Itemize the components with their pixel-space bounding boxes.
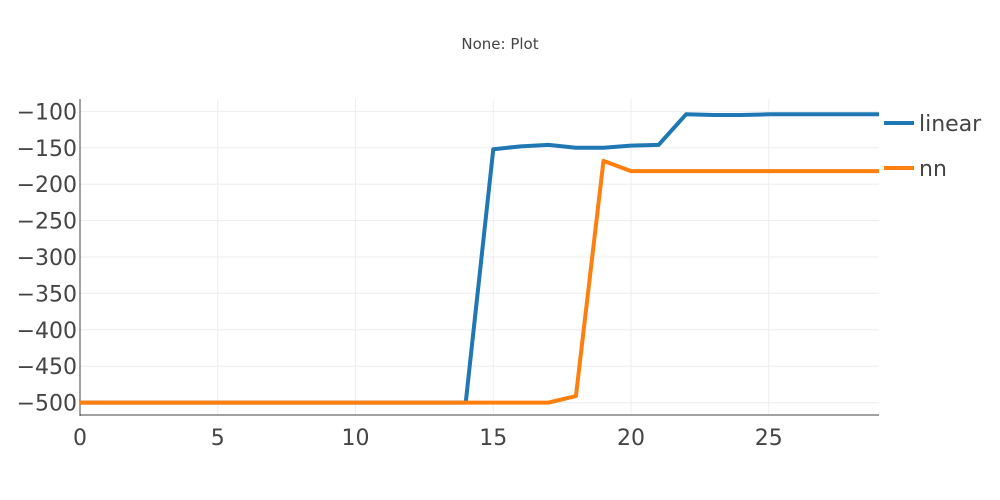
axis-layer: −100 −150 −200 −250 −300 −350 −400 −450 −500 0 5 10… — [17, 99, 879, 451]
legend-item-linear[interactable]: linear — [884, 112, 982, 137]
y-tick-label: −350 — [17, 282, 77, 307]
y-tick-label: −200 — [17, 173, 77, 198]
y-tick-label: −450 — [17, 355, 77, 380]
legend-item-nn[interactable]: nn — [884, 157, 947, 182]
y-tick-label: −500 — [17, 392, 77, 417]
x-tick-label: 0 — [73, 426, 87, 451]
legend-label: linear — [919, 112, 982, 137]
series-layer — [80, 114, 879, 402]
y-tick-label: −150 — [17, 137, 77, 162]
y-tick-label: −250 — [17, 210, 77, 235]
x-tick-label: 25 — [755, 426, 783, 451]
series-line-linear[interactable] — [80, 114, 879, 402]
legend[interactable]: linear nn — [884, 112, 982, 182]
x-tick-label: 5 — [211, 426, 225, 451]
x-tick-label: 15 — [479, 426, 507, 451]
y-tick-label: −100 — [17, 100, 77, 125]
y-tick-label: −300 — [17, 246, 77, 271]
y-tick-label: −400 — [17, 319, 77, 344]
x-tick-label: 20 — [617, 426, 645, 451]
x-tick-label: 10 — [342, 426, 370, 451]
chart-title: None: Plot — [461, 35, 538, 53]
grid-layer — [80, 99, 879, 415]
legend-label: nn — [919, 157, 947, 182]
